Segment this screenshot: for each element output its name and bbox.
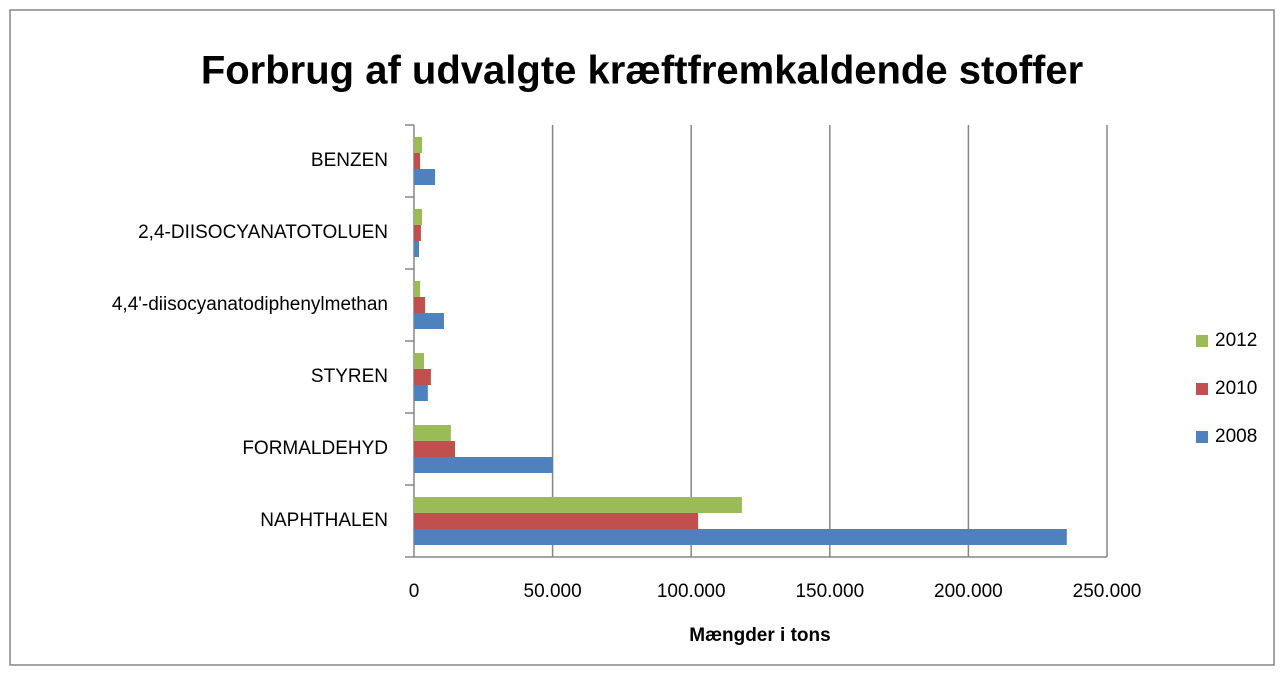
bar: [414, 441, 456, 457]
chart-frame: [9, 9, 1275, 666]
bar: [414, 313, 444, 329]
y-tick-label: BENZEN: [311, 150, 388, 171]
x-tick-label: 0: [409, 581, 420, 602]
y-tick-label: NAPHTHALEN: [260, 510, 388, 531]
bar: [414, 209, 423, 225]
x-tick-label: 50.000: [524, 581, 582, 602]
legend-label: 2012: [1215, 330, 1257, 351]
x-axis-title: Mængder i tons: [689, 625, 830, 646]
bar: [414, 385, 428, 401]
bar: [414, 137, 423, 153]
y-tick-label: STYREN: [311, 366, 388, 387]
bar: [414, 241, 419, 257]
bar: [414, 281, 421, 297]
bar: [414, 457, 553, 473]
bar: [414, 353, 424, 369]
bar: [414, 169, 436, 185]
bar: [414, 425, 451, 441]
legend-label: 2008: [1215, 426, 1257, 447]
bar: [414, 497, 742, 513]
y-tick-label: FORMALDEHYD: [242, 438, 388, 459]
bar: [414, 153, 421, 169]
bar: [414, 225, 421, 241]
x-tick-label: 100.000: [657, 581, 726, 602]
bar: [414, 369, 431, 385]
legend-swatch: [1196, 383, 1208, 395]
bar: [414, 529, 1067, 545]
x-tick-label: 200.000: [934, 581, 1003, 602]
legend-label: 2010: [1215, 378, 1257, 399]
bar: [414, 297, 426, 313]
x-tick-label: 150.000: [795, 581, 864, 602]
bar: [414, 513, 699, 529]
x-tick-label: 250.000: [1073, 581, 1142, 602]
y-tick-label: 4,4'-diisocyanatodiphenylmethan: [112, 294, 388, 315]
chart-title: Forbrug af udvalgte kræftfremkaldende st…: [201, 49, 1083, 93]
legend-swatch: [1196, 431, 1208, 443]
legend-swatch: [1196, 335, 1208, 347]
y-tick-label: 2,4-DIISOCYANATOTOLUEN: [138, 222, 388, 243]
